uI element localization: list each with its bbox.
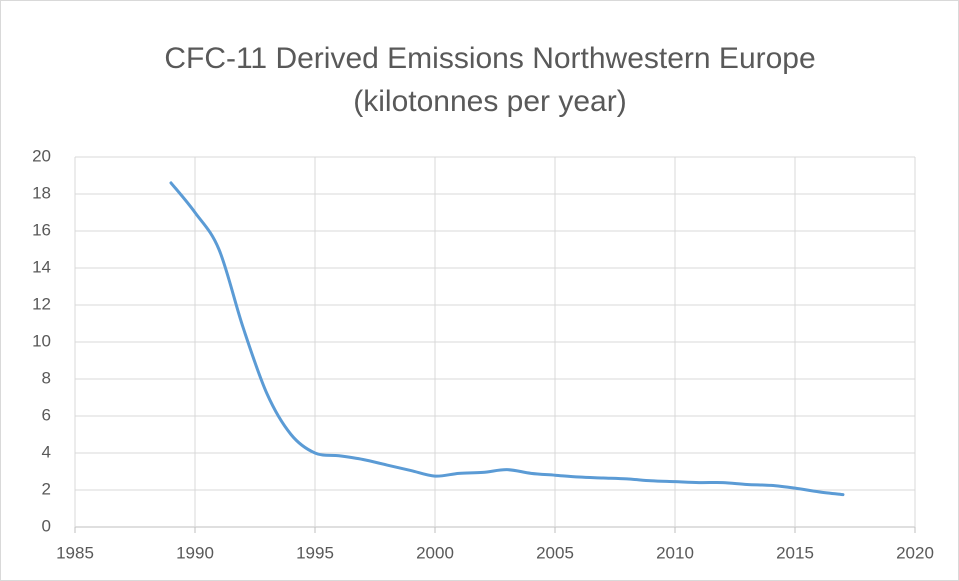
x-tick-label: 2010: [656, 543, 694, 562]
x-tick-label: 2015: [776, 543, 814, 562]
y-tick-label: 14: [32, 257, 51, 276]
y-tick-label: 0: [42, 516, 51, 535]
y-tick-label: 4: [42, 442, 51, 461]
x-tick-label: 1990: [176, 543, 214, 562]
y-tick-label: 10: [32, 331, 51, 350]
x-tick-label: 1995: [296, 543, 334, 562]
y-tick-label: 2: [42, 479, 51, 498]
x-tick-label: 2000: [416, 543, 454, 562]
y-tick-label: 12: [32, 294, 51, 313]
x-tick-label: 1985: [56, 543, 94, 562]
y-tick-label: 20: [32, 146, 51, 165]
y-tick-label: 16: [32, 220, 51, 239]
x-tick-label: 2020: [896, 543, 934, 562]
data-line: [169, 181, 845, 497]
y-tick-label: 8: [42, 368, 51, 387]
y-tick-label: 18: [32, 183, 51, 202]
y-tick-label: 6: [42, 405, 51, 424]
x-tick-label: 2005: [536, 543, 574, 562]
chart-title: CFC-11 Derived Emissions Northwestern Eu…: [164, 42, 815, 75]
chart-subtitle: (kilotonnes per year): [353, 85, 626, 118]
